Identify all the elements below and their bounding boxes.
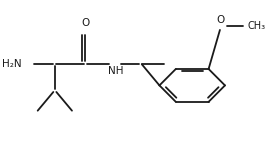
Text: O: O xyxy=(217,15,225,25)
Text: CH₃: CH₃ xyxy=(248,21,266,31)
Text: NH: NH xyxy=(107,66,123,76)
Text: O: O xyxy=(81,18,89,28)
Text: H₂N: H₂N xyxy=(2,59,22,69)
